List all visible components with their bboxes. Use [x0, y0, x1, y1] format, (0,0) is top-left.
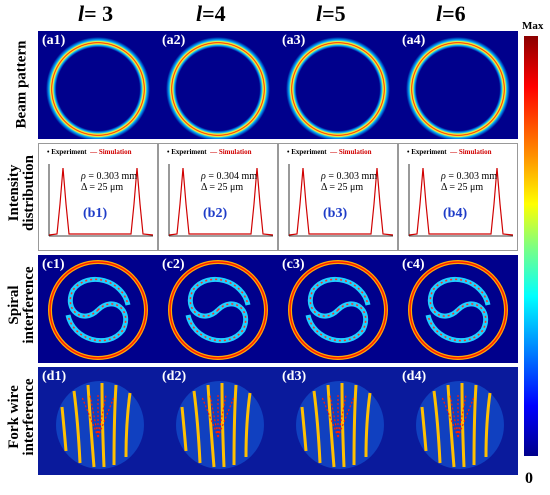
panel-label: (a1) — [42, 33, 66, 48]
column-header-l4: l=4 — [196, 1, 226, 26]
ring-image — [286, 37, 390, 139]
fork-image — [56, 381, 144, 469]
spiral-panel-c1: (c1) — [38, 255, 158, 363]
panel-label: (d3) — [282, 369, 307, 384]
ring-image — [406, 37, 510, 139]
row-label-intensity: Intensity distribution — [6, 155, 37, 231]
panel-label: (a2) — [162, 33, 186, 48]
rho-annotation: ρ = 0.303 mm Δ = 25 μm — [81, 171, 138, 193]
intensity-plot-b3: • Experiment — Simulation ρ = 0.303 mm Δ … — [278, 143, 398, 251]
rho-annotation: ρ = 0.303 mm Δ = 25 μm — [441, 171, 498, 193]
row-label-spiral: Spiral interference — [6, 266, 37, 344]
intensity-curve — [408, 164, 514, 237]
panel-label: (c4) — [402, 257, 425, 272]
intensity-curve — [168, 164, 274, 237]
intensity-curve — [48, 164, 154, 237]
colorbar-min-label: 0 — [525, 470, 533, 487]
panel-label: (d1) — [42, 369, 67, 384]
intensity-curve — [288, 164, 394, 237]
plot-legend: • Experiment — Simulation — [287, 148, 372, 156]
fork-image — [416, 381, 504, 469]
fork-panel-d1: (d1) — [38, 367, 158, 475]
spiral-image — [168, 260, 268, 360]
beam-pattern-panel-a2: (a2) — [158, 31, 278, 139]
panel-label: (d2) — [162, 369, 187, 384]
row-label-beam-pattern: Beam pattern — [13, 40, 30, 129]
panel-label: (c3) — [282, 257, 305, 272]
intensity-plot-b2: • Experiment — Simulation ρ = 0.304 mm Δ … — [158, 143, 278, 251]
fork-panel-d3: (d3) — [278, 367, 398, 475]
spiral-image — [408, 260, 508, 360]
fork-image — [296, 381, 384, 469]
panel-label: (c1) — [42, 257, 65, 272]
panel-label: (a3) — [282, 33, 306, 48]
panel-label: (d4) — [402, 369, 427, 384]
fork-panel-d4: (d4) — [398, 367, 518, 475]
panel-label: (b2) — [203, 206, 228, 221]
spiral-image — [48, 260, 148, 360]
plot-legend: • Experiment — Simulation — [407, 148, 492, 156]
spiral-panel-c3: (c3) — [278, 255, 398, 363]
fork-panel-d2: (d2) — [158, 367, 278, 475]
intensity-plot-b4: • Experiment — Simulation ρ = 0.303 mm Δ … — [398, 143, 518, 251]
panel-label: (b4) — [443, 206, 468, 221]
panel-label: (c2) — [162, 257, 185, 272]
row-label-fork: Fork wire interference — [6, 378, 37, 456]
rho-annotation: ρ = 0.303 mm Δ = 25 μm — [321, 171, 378, 193]
beam-pattern-panel-a3: (a3) — [278, 31, 398, 139]
colorbar — [524, 36, 538, 456]
spiral-panel-c2: (c2) — [158, 255, 278, 363]
ring-image — [46, 37, 150, 139]
intensity-plot-b1: • Experiment — Simulation ρ = 0.303 mm Δ … — [38, 143, 158, 251]
panel-label: (b3) — [323, 206, 348, 221]
ring-image — [166, 37, 270, 139]
rho-annotation: ρ = 0.304 mm Δ = 25 μm — [201, 171, 258, 193]
beam-pattern-panel-a1: (a1) — [38, 31, 158, 139]
column-header-l5: l=5 — [316, 1, 346, 26]
panel-label: (a4) — [402, 33, 426, 48]
column-header-l6: l=6 — [436, 1, 466, 26]
panel-label: (b1) — [83, 206, 108, 221]
colorbar-max-label: Max — [522, 20, 544, 32]
spiral-image — [288, 260, 388, 360]
column-header-l3: l= 3 — [78, 1, 114, 26]
spiral-panel-c4: (c4) — [398, 255, 518, 363]
plot-legend: • Experiment — Simulation — [47, 148, 132, 156]
plot-legend: • Experiment — Simulation — [167, 148, 252, 156]
beam-pattern-panel-a4: (a4) — [398, 31, 518, 139]
fork-image — [176, 381, 264, 469]
